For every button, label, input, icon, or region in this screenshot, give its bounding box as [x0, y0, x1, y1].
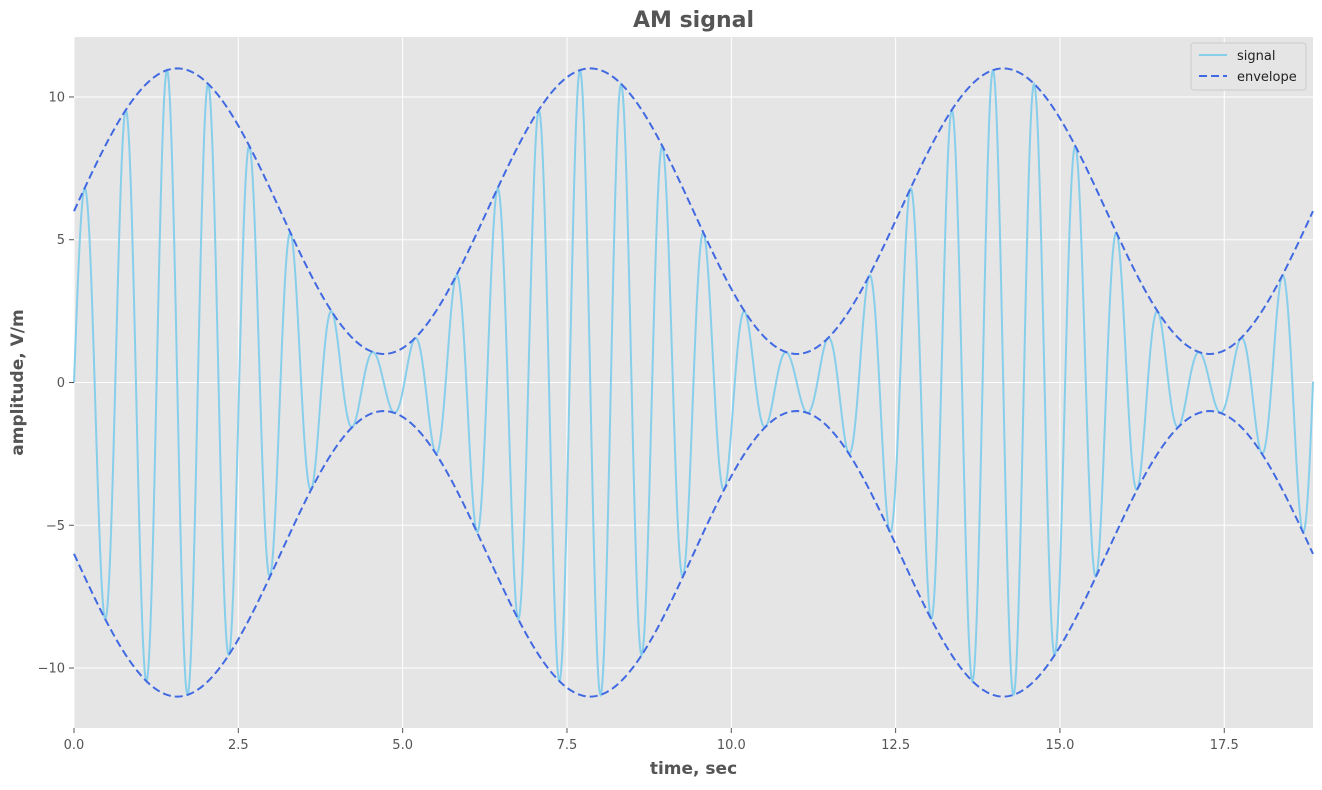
x-axis-label: time, sec [650, 759, 737, 779]
y-tick-label: 5 [57, 233, 65, 248]
tick-labels: 0.0 2.5 5.0 7.5 10.0 12.5 15.0 17.5 −10 −5 0 5 10 [38, 90, 1239, 753]
x-tick-label: 15.0 [1045, 738, 1074, 753]
signal-line [73, 67, 1314, 698]
legend-envelope-label: envelope [1237, 70, 1297, 85]
series-layer [73, 67, 1314, 698]
y-tick-label: 10 [48, 90, 65, 105]
y-axis-label: amplitude, V/m [8, 309, 28, 455]
x-tick-label: 12.5 [881, 738, 910, 753]
envelope-upper-line [73, 67, 1314, 355]
y-tick-label: −5 [46, 519, 65, 534]
y-tick-label: 0 [57, 376, 65, 391]
x-tick-label: 7.5 [557, 738, 578, 753]
envelope-lower-line [73, 410, 1314, 698]
legend-signal-label: signal [1237, 49, 1275, 64]
legend: signal envelope [1190, 42, 1307, 91]
x-tick-label: 2.5 [228, 738, 249, 753]
x-tick-label: 0.0 [64, 738, 85, 753]
y-tick-label: −10 [38, 662, 65, 677]
x-tick-label: 10.0 [717, 738, 746, 753]
x-tick-label: 17.5 [1210, 738, 1239, 753]
x-tick-label: 5.0 [392, 738, 413, 753]
chart-title: AM signal [633, 8, 754, 33]
